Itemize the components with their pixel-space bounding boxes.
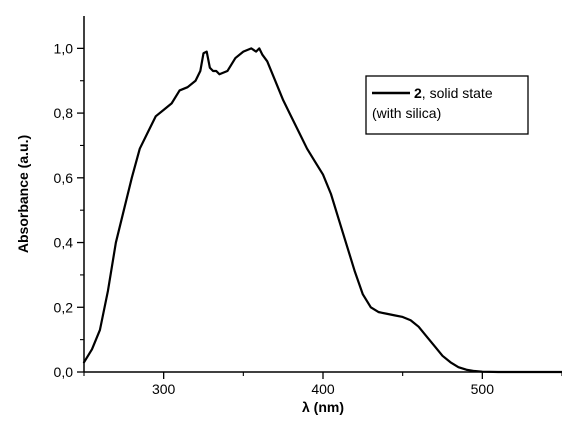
legend-entry-line2: (with silica) [372,105,441,121]
x-axis-title: λ (nm) [302,399,344,415]
legend: 2, solid state (with silica) [365,75,529,135]
y-tick-label: 0,2 [54,299,74,315]
absorbance-series-line [82,47,562,374]
plot-frame [84,16,562,372]
y-tick-label: 0,4 [54,235,74,251]
x-tick-label: 300 [152,381,176,397]
y-axis-title: Absorbance (a.u.) [15,135,31,253]
x-tick-label: 400 [311,381,335,397]
legend-compound-number: 2 [414,85,422,101]
x-tick-label: 500 [471,381,495,397]
y-tick-label: 0,6 [54,170,74,186]
y-tick-label: 0,8 [54,105,74,121]
y-tick-label: 1,0 [54,40,74,56]
legend-entry-line1: 2, solid state [414,85,493,101]
legend-entry-text: , solid state [422,85,493,101]
legend-box [365,75,529,135]
y-tick-label: 0,0 [54,364,74,380]
